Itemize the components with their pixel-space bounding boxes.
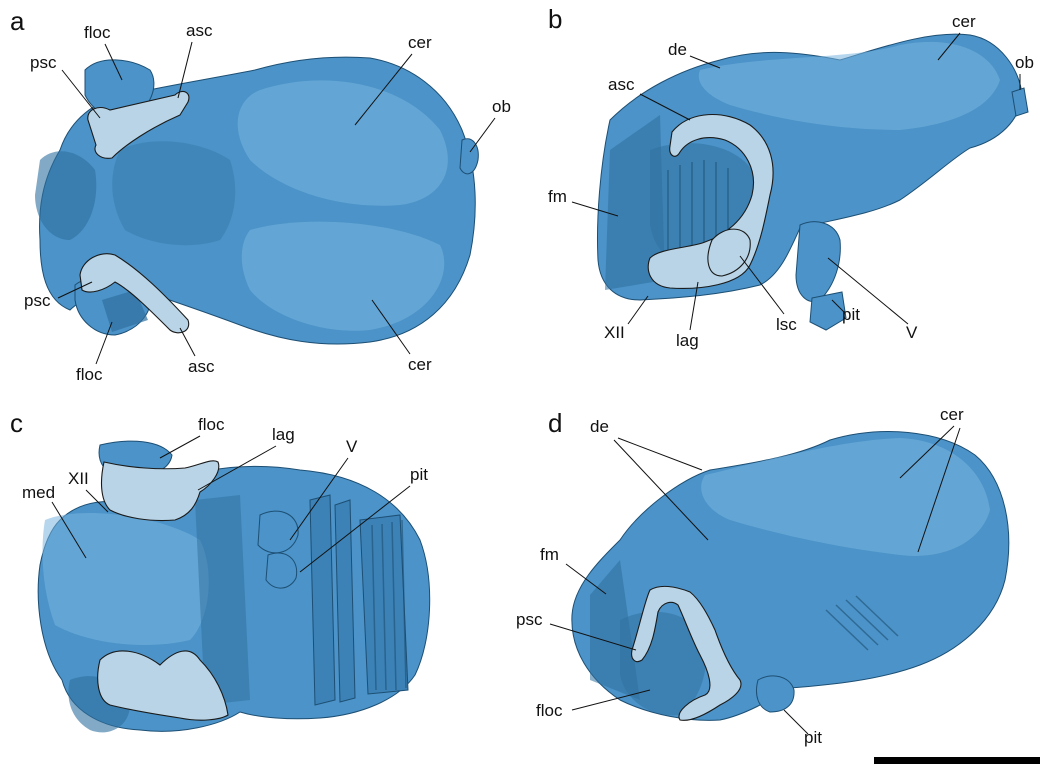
scale-bar <box>874 757 1040 764</box>
panel-b-letter: b <box>548 4 562 34</box>
panel-d-label-psc: psc <box>516 610 543 629</box>
panel-c-label-lag: lag <box>272 425 295 444</box>
panel-a-label-cer-top: cer <box>408 33 432 52</box>
panel-b-label-fm: fm <box>548 187 567 206</box>
panel-a-label-floc-top: floc <box>84 23 111 42</box>
panel-c-canal-bottom <box>97 650 229 721</box>
panel-b-label-cer: cer <box>952 12 976 31</box>
panel-a: a psc floc asc cer ob psc floc asc cer <box>10 6 511 384</box>
panel-c-label-pit: pit <box>410 465 428 484</box>
panel-c: c floc lag V pit XII med <box>10 408 431 733</box>
panel-a-label-cer-bottom: cer <box>408 355 432 374</box>
panel-b-label-de: de <box>668 40 687 59</box>
panel-b: b de cer ob asc fm XII lag lsc pit V <box>548 4 1034 350</box>
panel-d-inner-ear <box>631 585 742 721</box>
panel-b-label-lsc: lsc <box>776 315 797 334</box>
panel-b-label-pit: pit <box>842 305 860 324</box>
panel-b-label-lag: lag <box>676 331 699 350</box>
panel-a-label-asc-bottom: asc <box>188 357 215 376</box>
panel-a-canal-bottom <box>79 253 190 334</box>
panel-d: d de cer fm psc floc pit <box>516 405 1010 747</box>
panel-a-label-ob: ob <box>492 97 511 116</box>
panel-d-ridges <box>825 595 899 651</box>
panel-c-label-med: med <box>22 483 55 502</box>
panel-a-label-floc-bottom: floc <box>76 365 103 384</box>
panel-c-label-v: V <box>346 437 358 456</box>
panel-a-letter: a <box>10 6 25 36</box>
panel-c-canal-top <box>100 460 220 522</box>
panel-c-letter: c <box>10 408 23 438</box>
panel-b-label-xii: XII <box>604 323 625 342</box>
panel-c-ridges <box>371 519 407 691</box>
panel-d-label-pit: pit <box>804 728 822 747</box>
panel-a-canal-top <box>87 90 190 159</box>
panel-a-label-psc-bottom: psc <box>24 291 51 310</box>
panel-b-label-ob: ob <box>1015 53 1034 72</box>
panel-c-label-floc: floc <box>198 415 225 434</box>
panel-d-label-de: de <box>590 417 609 436</box>
panel-a-label-psc-top: psc <box>30 53 57 72</box>
panel-c-label-xii: XII <box>68 469 89 488</box>
panel-b-label-asc: asc <box>608 75 635 94</box>
panel-d-label-fm: fm <box>540 545 559 564</box>
panel-d-letter: d <box>548 408 562 438</box>
panel-d-label-cer: cer <box>940 405 964 424</box>
panel-b-label-v: V <box>906 323 918 342</box>
panel-d-label-floc: floc <box>536 701 563 720</box>
panel-a-label-asc-top: asc <box>186 21 213 40</box>
